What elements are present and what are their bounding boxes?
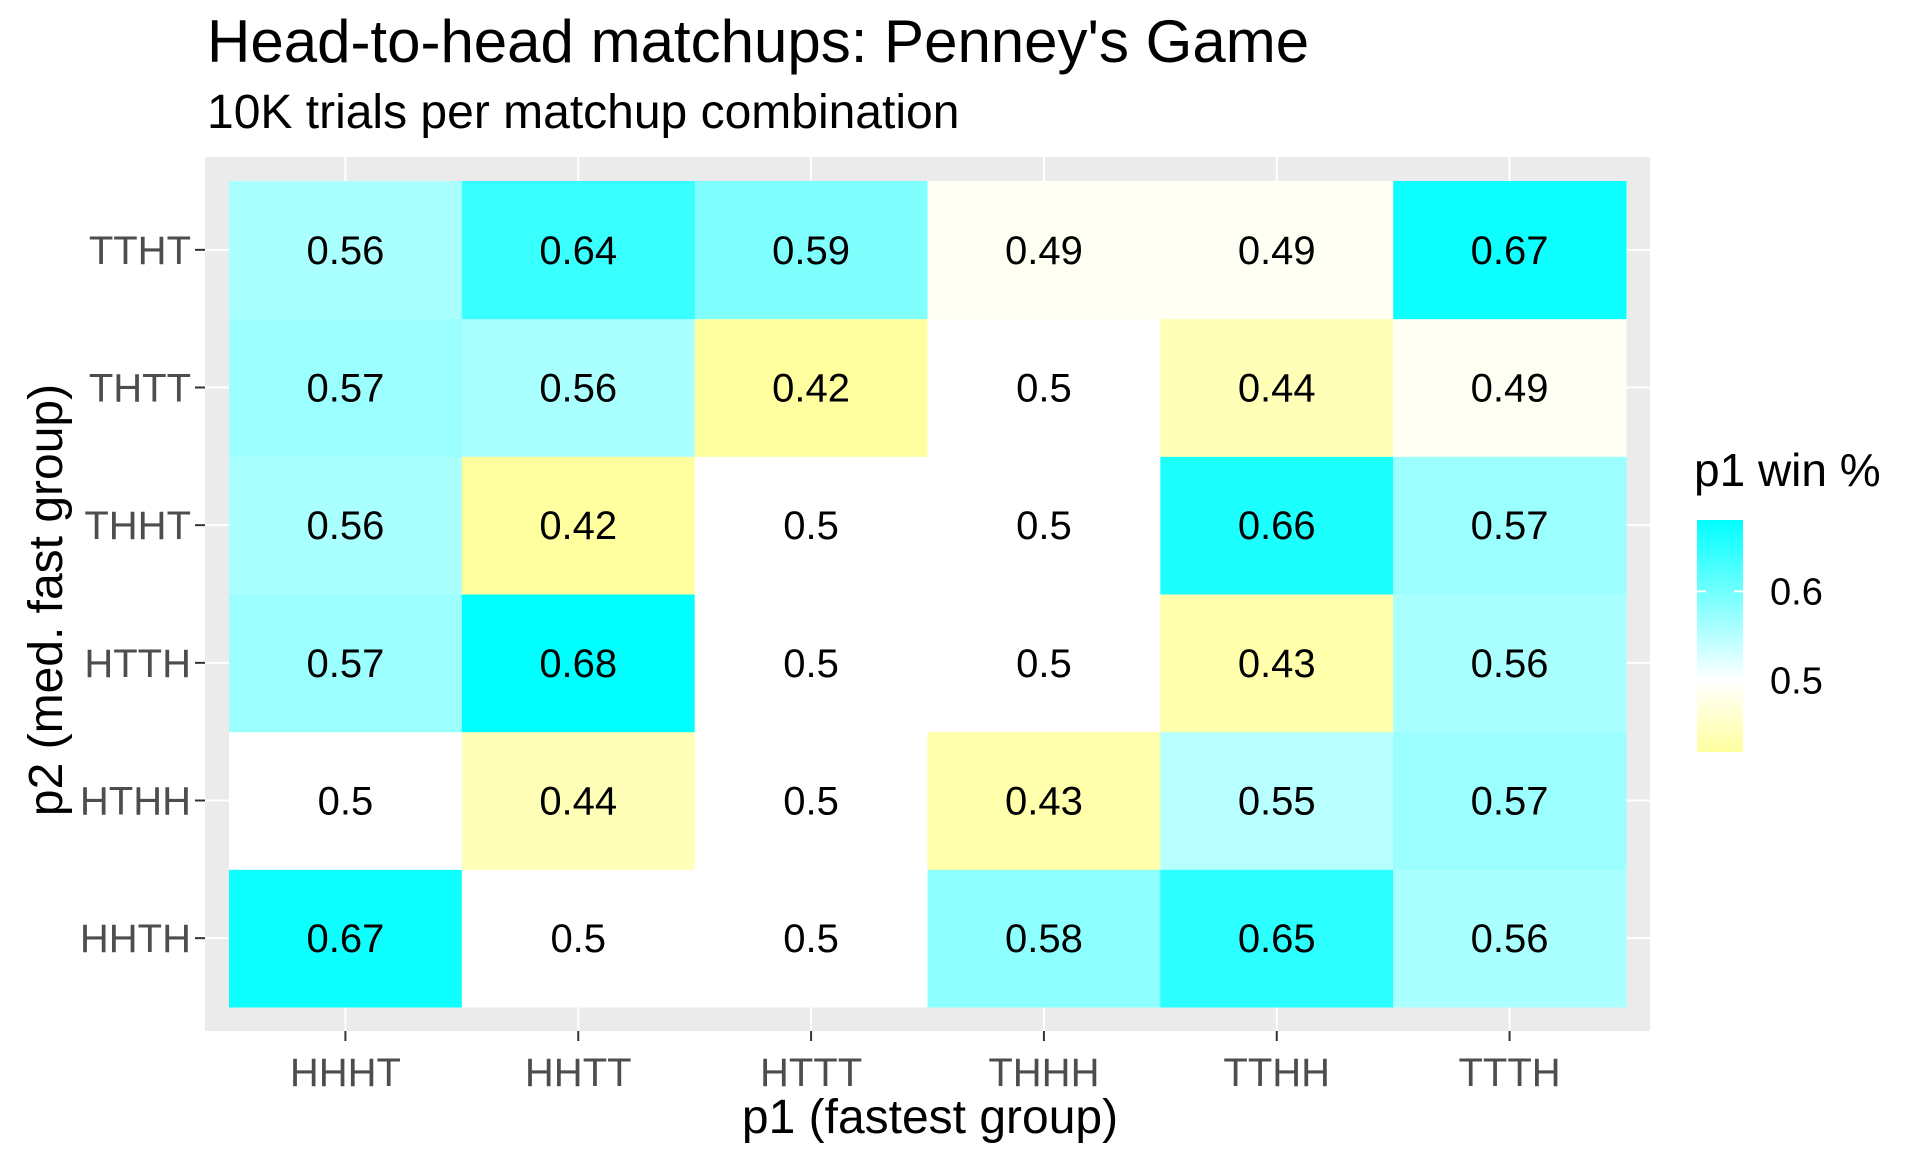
y-tick-label: HHTH [80,917,191,961]
heatmap-cell [927,594,1161,733]
cell-value-label: 0.58 [1005,917,1083,961]
heatmap-cell [1393,594,1627,733]
heatmap-cell [927,181,1161,320]
legend-break-label: 0.5 [1770,661,1823,703]
heatmap-cell [229,594,463,733]
legend-colorbar [1697,520,1743,752]
axes: HHHT HHTT HTTT THHH TTHH TTTH HHTH HTHH HTTH THHT… [80,229,1561,1095]
cell-value-label: 0.56 [306,229,384,273]
y-tick-label: HTTH [84,642,191,686]
x-tick-label: HTTT [760,1051,862,1095]
heatmap-cell [927,869,1161,1008]
cell-value-label: 0.59 [772,229,850,273]
y-axis-title: p2 (med. fast group) [20,384,73,816]
cell-value-label: 0.56 [1471,642,1549,686]
cell-value-label: 0.56 [1471,917,1549,961]
heatmap-cell [927,456,1161,595]
heatmap-cell [694,594,928,733]
heatmap-cell [694,731,928,870]
cell-value-label: 0.66 [1238,504,1316,548]
heatmap-cells [229,181,1627,1008]
heatmap-cell [461,731,696,870]
cell-value-label: 0.5 [783,780,839,824]
cell-value-label: 0.44 [1238,367,1316,411]
heatmap-cell [1160,869,1394,1008]
cell-value-label: 0.5 [1016,504,1072,548]
heatmap-cell [461,594,696,733]
heatmap-cell [694,181,928,320]
cell-value-label: 0.57 [1471,780,1549,824]
heatmap-cell [1393,181,1627,320]
x-tick-label: TTTH [1458,1051,1560,1095]
legend: p1 win % 0.5 0.6 [1694,444,1881,752]
x-tick-label: HHTT [525,1051,632,1095]
heatmap-cell [1393,869,1627,1008]
heatmap-cell [1160,318,1394,457]
heatmap-cell [229,731,463,870]
cell-value-label: 0.67 [1471,229,1549,273]
heatmap-cell [461,181,696,320]
cell-value-label: 0.43 [1238,642,1316,686]
chart-title: Head-to-head matchups: Penney's Game [207,8,1309,75]
heatmap-cell [229,456,463,595]
cell-value-label: 0.5 [1016,367,1072,411]
cell-labels: 0.67 0.5 0.5 0.58 0.65 0.56 0.5 0.44 0.5 0.43 0.55… [306,229,1548,961]
heatmap-cell [694,869,928,1008]
cell-value-label: 0.57 [1471,504,1549,548]
cell-value-label: 0.49 [1238,229,1316,273]
cell-value-label: 0.64 [539,229,617,273]
title-layer: Head-to-head matchups: Penney's Game 10K… [207,8,1309,139]
heatmap-cell [694,456,928,595]
legend-title: p1 win % [1694,444,1881,496]
cell-value-label: 0.5 [783,504,839,548]
cell-value-label: 0.49 [1005,229,1083,273]
cell-value-label: 0.55 [1238,780,1316,824]
cell-value-label: 0.65 [1238,917,1316,961]
heatmap-cell [927,731,1161,870]
heatmap-cell [1160,594,1394,733]
heatmap-cell [229,181,463,320]
heatmap-cell [694,318,928,457]
cell-value-label: 0.49 [1471,367,1549,411]
cell-value-label: 0.42 [539,504,617,548]
heatmap-cell [461,456,696,595]
heatmap-cell [1160,731,1394,870]
cell-value-label: 0.42 [772,367,850,411]
heatmap-cell [461,869,696,1008]
cell-value-label: 0.44 [539,780,617,824]
cell-value-label: 0.56 [539,367,617,411]
cell-value-label: 0.56 [306,504,384,548]
x-tick-label: HHHT [290,1051,401,1095]
cell-value-label: 0.5 [318,780,374,824]
cell-value-label: 0.5 [783,642,839,686]
heatmap-cell [1160,456,1394,595]
cell-value-label: 0.57 [306,642,384,686]
heatmap-cell [1393,318,1627,457]
chart-subtitle: 10K trials per matchup combination [207,86,959,139]
cell-value-label: 0.57 [306,367,384,411]
cell-value-label: 0.67 [306,917,384,961]
cell-value-label: 0.5 [783,917,839,961]
heatmap-cell [1393,731,1627,870]
x-tick-label: TTHH [1223,1051,1330,1095]
axis-titles: p1 (fastest group) p2 (med. fast group) [20,384,1118,1144]
legend-break-label: 0.6 [1770,571,1823,613]
cell-value-label: 0.68 [539,642,617,686]
y-tick-label: THHT [84,504,191,548]
cell-value-label: 0.5 [1016,642,1072,686]
x-tick-label: THHH [988,1051,1099,1095]
heatmap-cell [229,318,463,457]
y-tick-label: HTHH [80,780,191,824]
cell-value-label: 0.5 [550,917,606,961]
y-tick-label: TTHT [89,229,191,273]
y-tick-label: THTT [89,367,191,411]
x-axis-title: p1 (fastest group) [742,1091,1118,1144]
cell-value-label: 0.43 [1005,780,1083,824]
heatmap-cell [229,869,463,1008]
heatmap-cell [461,318,696,457]
heatmap-cell [927,318,1161,457]
heatmap-cell [1393,456,1627,595]
heatmap-cell [1160,181,1394,320]
